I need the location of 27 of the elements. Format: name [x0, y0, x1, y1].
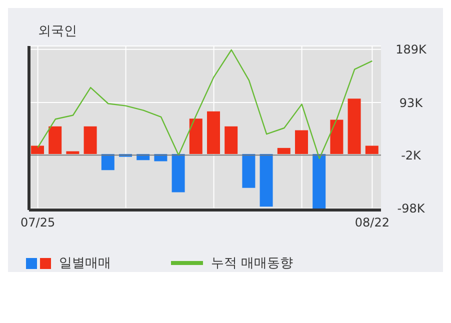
- x-tick-label: 07/25: [20, 216, 56, 230]
- bar: [31, 146, 44, 154]
- bar: [224, 126, 238, 154]
- line-series: [37, 49, 373, 160]
- bar: [172, 154, 185, 192]
- bar: [207, 111, 220, 154]
- bar: [260, 154, 273, 207]
- chart-title: 외국인: [38, 23, 78, 40]
- bar: [101, 154, 114, 170]
- bar: [277, 148, 290, 154]
- bar: [84, 126, 97, 154]
- y-tick-label: -2K: [401, 148, 422, 162]
- y-tick-label: -98K: [397, 202, 426, 216]
- bar: [312, 154, 326, 210]
- bar: [48, 126, 62, 154]
- y-tick-label: 189K: [396, 42, 428, 57]
- bar: [189, 118, 202, 154]
- bar: [242, 154, 256, 188]
- y-tick-label: 93K: [399, 96, 424, 110]
- bar: [66, 151, 80, 154]
- bar: [295, 130, 308, 154]
- bar: [365, 146, 378, 154]
- legend-label: 일별매매: [59, 255, 111, 272]
- x-tick-label: 08/22: [354, 216, 390, 230]
- bar: [330, 120, 344, 154]
- bar: [348, 98, 361, 154]
- legend-label: 누적 매매동향: [211, 255, 294, 272]
